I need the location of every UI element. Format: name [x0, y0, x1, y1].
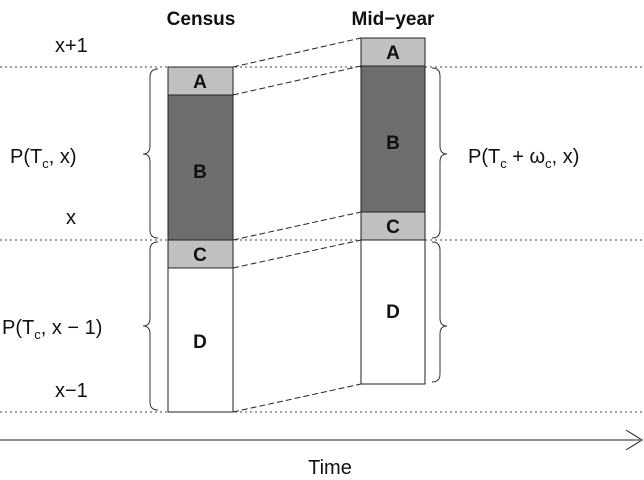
label-subscript: c — [42, 156, 49, 171]
label-part: P(T — [2, 317, 34, 339]
label-subscript: c — [34, 327, 41, 342]
age-label: x — [66, 207, 76, 229]
connector — [232, 65, 362, 96]
connector — [232, 383, 362, 413]
population-label: P(Tc + ωc, x) — [468, 146, 579, 171]
label-part: + ω — [507, 146, 545, 168]
population-label: P(Tc, x − 1) — [2, 317, 102, 342]
segment — [167, 94, 234, 241]
label-part: P(T — [10, 146, 42, 168]
age-label: x+1 — [55, 35, 88, 57]
column-header: Mid−year — [352, 9, 436, 30]
label-part: , x) — [49, 146, 77, 168]
segment-label: A — [386, 43, 400, 64]
brace — [431, 67, 448, 239]
age-label: x−1 — [55, 380, 88, 402]
segment-label: C — [386, 217, 400, 238]
axis-arrow — [625, 429, 643, 451]
label-part: P(T — [468, 146, 500, 168]
connector — [232, 37, 362, 68]
connector — [232, 211, 362, 241]
segment — [167, 66, 234, 96]
column-header: Census — [167, 9, 236, 30]
connector — [232, 239, 362, 269]
brace — [142, 68, 159, 239]
segment-label: B — [386, 133, 400, 154]
label-part: , x) — [552, 146, 580, 168]
segment — [360, 37, 426, 67]
segment — [360, 65, 426, 213]
segment-label: D — [386, 302, 400, 323]
segment-label: B — [193, 162, 207, 183]
segment — [167, 267, 234, 413]
brace — [431, 241, 448, 383]
axis-label: Time — [308, 457, 352, 479]
label-subscript: c — [545, 156, 552, 171]
segment-label: A — [193, 72, 207, 93]
population-label: P(Tc, x) — [10, 146, 77, 171]
segment-label: D — [193, 332, 207, 353]
segment — [360, 239, 426, 385]
segment — [167, 239, 234, 269]
segment — [360, 211, 426, 241]
brace — [142, 241, 159, 411]
label-part: , x − 1) — [41, 317, 103, 339]
segment-label: C — [193, 245, 207, 266]
label-subscript: c — [500, 156, 507, 171]
